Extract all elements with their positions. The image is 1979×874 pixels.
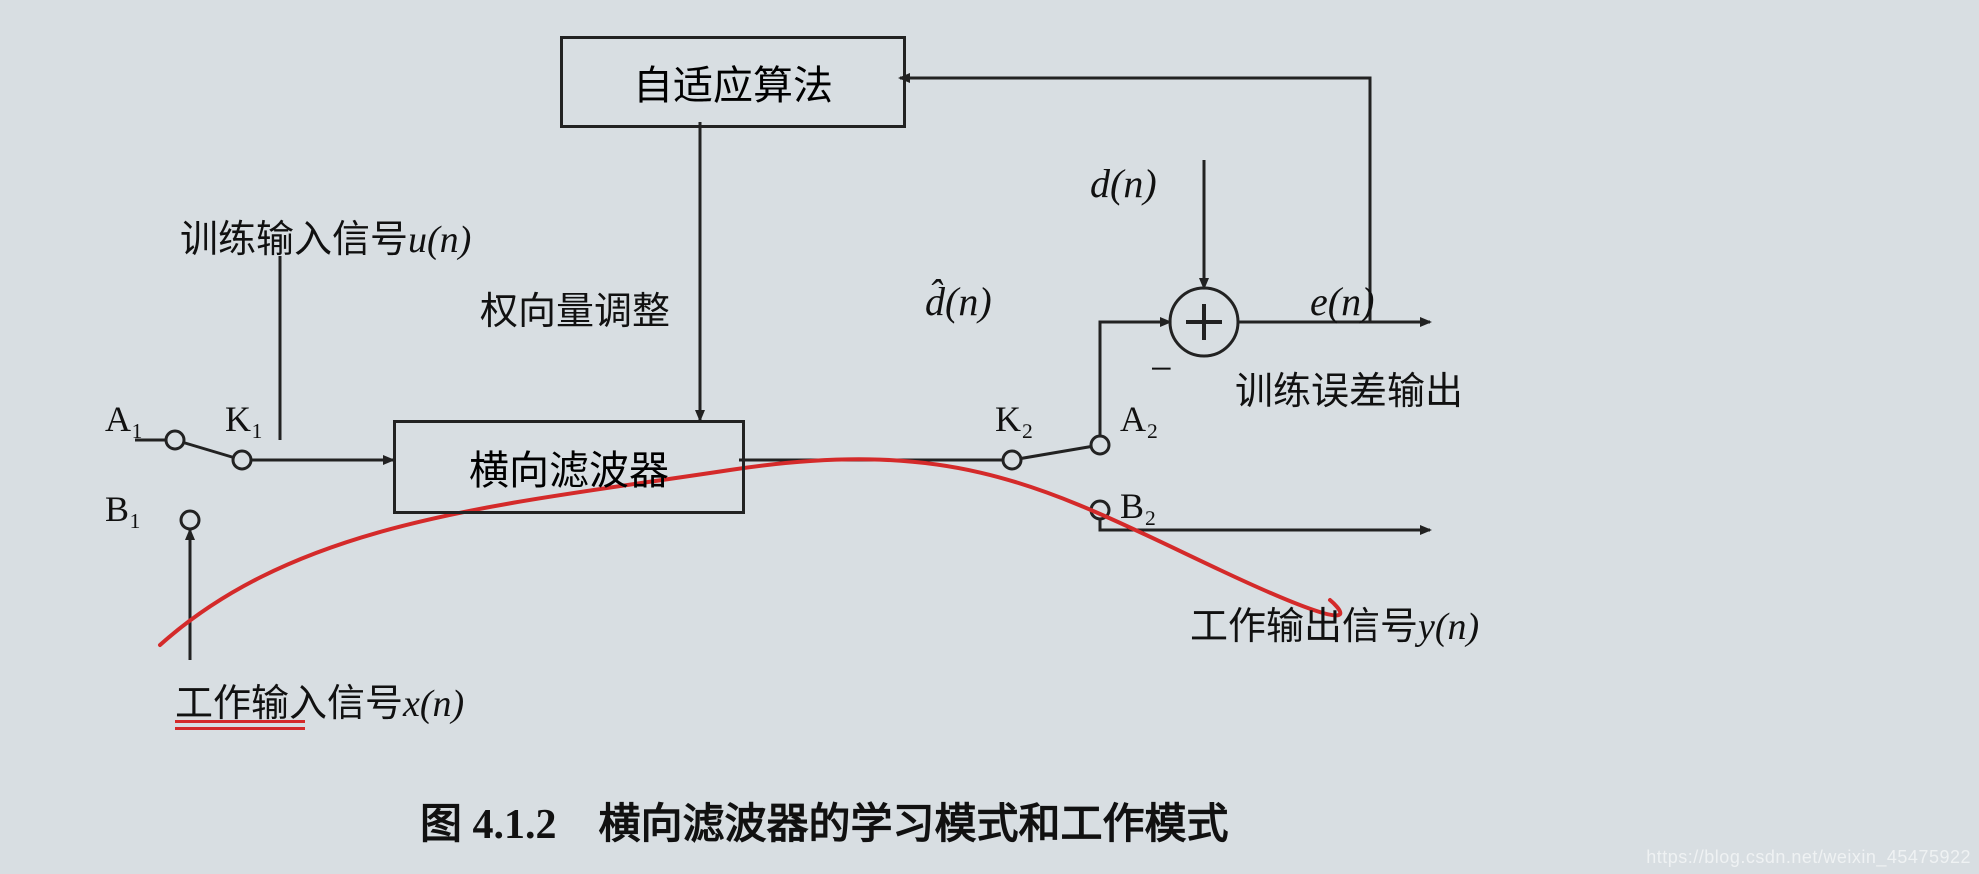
a2-label: A₂ — [1120, 398, 1159, 440]
node-k2 — [1003, 451, 1021, 469]
work-output-text: 工作输出信号 — [1190, 606, 1418, 648]
b1-label: B₁ — [105, 488, 142, 530]
dn-label: d(n) — [1090, 160, 1157, 207]
work-input-label: 工作输入信号x(n) — [175, 672, 464, 727]
caption-prefix: 图 4.1.2 — [420, 802, 557, 848]
node-b1 — [181, 511, 199, 529]
transversal-filter-box: 横向滤波器 — [393, 420, 745, 514]
k1-label: K₁ — [225, 398, 264, 440]
work-output-label: 工作输出信号y(n) — [1190, 595, 1479, 650]
red-underline — [175, 720, 305, 723]
diagram-svg — [0, 0, 1979, 874]
transversal-filter-label: 横向滤波器 — [469, 438, 669, 496]
b2-label: B₂ — [1120, 485, 1157, 527]
train-input-text: 训练输入信号 — [180, 219, 408, 261]
node-a1 — [166, 431, 184, 449]
minus-sign: − — [1150, 345, 1173, 392]
work-input-signal: x(n) — [403, 683, 464, 725]
watermark: https://blog.csdn.net/weixin_45475922 — [1646, 847, 1971, 868]
weight-adjust-label: 权向量调整 — [480, 280, 670, 335]
adaptive-algorithm-label: 自适应算法 — [633, 53, 833, 111]
diagram-canvas: 自适应算法 横向滤波器 训练输入信号u(n) 权向量调整 d(n) d̂(n) … — [0, 0, 1979, 874]
adaptive-algorithm-box: 自适应算法 — [560, 36, 906, 128]
work-output-signal: y(n) — [1418, 606, 1479, 648]
node-k1 — [233, 451, 251, 469]
switch-arm-k2 — [1012, 445, 1100, 460]
en-label: e(n) — [1310, 278, 1374, 325]
work-input-text: 工作输入信号 — [175, 683, 403, 725]
node-a2 — [1091, 436, 1109, 454]
caption-text: 横向滤波器的学习模式和工作模式 — [599, 802, 1229, 848]
train-input-signal: u(n) — [408, 219, 471, 261]
figure-caption: 图 4.1.2 横向滤波器的学习模式和工作模式 — [420, 790, 1229, 851]
error-output-label: 训练误差输出 — [1235, 360, 1463, 415]
a1-label: A₁ — [105, 398, 144, 440]
k2-label: K₂ — [995, 398, 1034, 440]
train-input-label: 训练输入信号u(n) — [180, 208, 471, 263]
dhat-label: d̂(n) — [925, 278, 992, 325]
red-underline-2 — [175, 727, 305, 730]
red-curve — [160, 459, 1340, 645]
